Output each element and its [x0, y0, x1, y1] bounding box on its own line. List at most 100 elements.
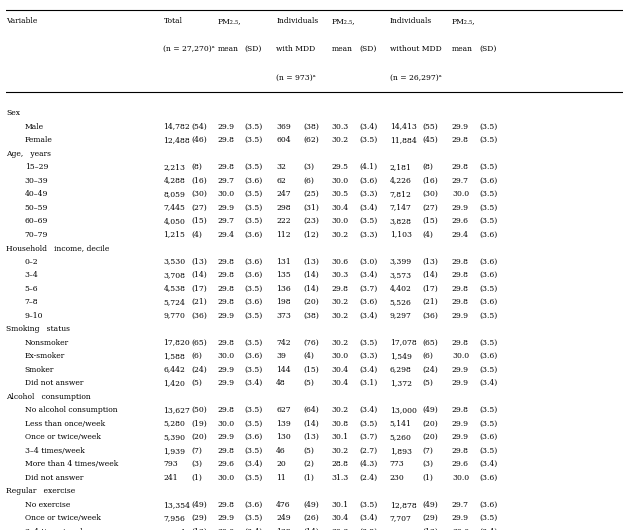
Text: 3,396: 3,396: [390, 528, 412, 530]
Text: (3.5): (3.5): [479, 217, 498, 225]
Text: 29.9: 29.9: [452, 312, 469, 320]
Text: 30.1: 30.1: [331, 433, 349, 441]
Text: 138: 138: [276, 528, 291, 530]
Text: PM₂.₅,: PM₂.₅,: [452, 17, 476, 25]
Text: 3,534: 3,534: [164, 528, 186, 530]
Text: (21): (21): [191, 298, 207, 306]
Text: (3.4): (3.4): [479, 379, 498, 387]
Text: 30.5: 30.5: [331, 190, 349, 198]
Text: (3.5): (3.5): [359, 217, 377, 225]
Text: 30.4: 30.4: [331, 514, 349, 522]
Text: (15): (15): [423, 217, 438, 225]
Text: (49): (49): [423, 406, 438, 414]
Text: 29.8: 29.8: [452, 298, 469, 306]
Text: (30): (30): [191, 190, 207, 198]
Text: 30.2: 30.2: [331, 339, 349, 347]
Text: Sex: Sex: [6, 109, 20, 117]
Text: 39: 39: [276, 352, 286, 360]
Text: 29.7: 29.7: [452, 501, 469, 509]
Text: 30.0: 30.0: [218, 528, 235, 530]
Text: 198: 198: [276, 298, 291, 306]
Text: 29.8: 29.8: [218, 271, 235, 279]
Text: 20: 20: [276, 460, 286, 468]
Text: No exercise: No exercise: [25, 501, 70, 509]
Text: (29): (29): [191, 514, 207, 522]
Text: 29.6: 29.6: [218, 460, 235, 468]
Text: Smoking   status: Smoking status: [6, 325, 70, 333]
Text: 30–39: 30–39: [25, 176, 48, 184]
Text: (3.5): (3.5): [245, 406, 263, 414]
Text: (3.4): (3.4): [359, 122, 377, 130]
Text: (3.6): (3.6): [359, 176, 377, 184]
Text: 30.0: 30.0: [331, 217, 349, 225]
Text: (SD): (SD): [245, 45, 262, 54]
Text: 29.8: 29.8: [452, 136, 469, 144]
Text: (4.3): (4.3): [359, 460, 377, 468]
Text: 773: 773: [390, 460, 404, 468]
Text: (25): (25): [303, 190, 319, 198]
Text: (3.5): (3.5): [359, 136, 377, 144]
Text: 3–4: 3–4: [25, 271, 38, 279]
Text: (3.1): (3.1): [359, 379, 377, 387]
Text: 4,226: 4,226: [390, 176, 411, 184]
Text: (15): (15): [303, 366, 319, 374]
Text: 12,488: 12,488: [164, 136, 190, 144]
Text: (24): (24): [423, 366, 438, 374]
Text: 0–2: 0–2: [25, 258, 38, 266]
Text: 29.8: 29.8: [331, 285, 348, 293]
Text: 29.8: 29.8: [452, 163, 469, 171]
Text: (3.6): (3.6): [479, 271, 498, 279]
Text: 29.7: 29.7: [218, 176, 235, 184]
Text: 130: 130: [276, 433, 291, 441]
Text: 230: 230: [390, 474, 404, 482]
Text: (17): (17): [423, 285, 438, 293]
Text: 29.7: 29.7: [218, 217, 235, 225]
Text: 29.8: 29.8: [218, 136, 235, 144]
Text: 7,445: 7,445: [164, 204, 186, 211]
Text: (3.5): (3.5): [245, 339, 263, 347]
Text: 29.8: 29.8: [452, 285, 469, 293]
Text: (3.5): (3.5): [479, 312, 498, 320]
Text: (3.4): (3.4): [359, 366, 377, 374]
Text: (3.6): (3.6): [245, 433, 263, 441]
Text: Age,   years: Age, years: [6, 149, 52, 157]
Text: without MDD: without MDD: [390, 45, 442, 54]
Text: (3.5): (3.5): [359, 339, 377, 347]
Text: (7): (7): [191, 447, 202, 455]
Text: Once or twice/week: Once or twice/week: [25, 433, 101, 441]
Text: (5): (5): [303, 379, 314, 387]
Text: 7,147: 7,147: [390, 204, 411, 211]
Text: (27): (27): [191, 204, 207, 211]
Text: (3.6): (3.6): [245, 501, 263, 509]
Text: with MDD: with MDD: [276, 45, 316, 54]
Text: Variable: Variable: [6, 17, 38, 25]
Text: 5,260: 5,260: [390, 433, 411, 441]
Text: 12,878: 12,878: [390, 501, 416, 509]
Text: (14): (14): [303, 420, 319, 428]
Text: 29.5: 29.5: [331, 163, 348, 171]
Text: (5): (5): [191, 379, 202, 387]
Text: 131: 131: [276, 258, 291, 266]
Text: 604: 604: [276, 136, 291, 144]
Text: Did not answer: Did not answer: [25, 379, 83, 387]
Text: 30.0: 30.0: [218, 420, 235, 428]
Text: 29.8: 29.8: [218, 285, 235, 293]
Text: (3.6): (3.6): [479, 298, 498, 306]
Text: 60–69: 60–69: [25, 217, 48, 225]
Text: 3–4 times/week: 3–4 times/week: [25, 528, 84, 530]
Text: (16): (16): [423, 176, 438, 184]
Text: (3.5): (3.5): [245, 122, 263, 130]
Text: Alcohol   consumption: Alcohol consumption: [6, 393, 91, 401]
Text: 135: 135: [276, 271, 291, 279]
Text: 1,893: 1,893: [390, 447, 412, 455]
Text: 30.3: 30.3: [331, 271, 349, 279]
Text: (13): (13): [303, 433, 320, 441]
Text: 30.0: 30.0: [218, 352, 235, 360]
Text: 1,549: 1,549: [390, 352, 411, 360]
Text: (1): (1): [303, 474, 314, 482]
Text: 627: 627: [276, 406, 291, 414]
Text: (13): (13): [191, 528, 207, 530]
Text: (3.6): (3.6): [479, 501, 498, 509]
Text: (3.5): (3.5): [479, 122, 498, 130]
Text: 5,526: 5,526: [390, 298, 411, 306]
